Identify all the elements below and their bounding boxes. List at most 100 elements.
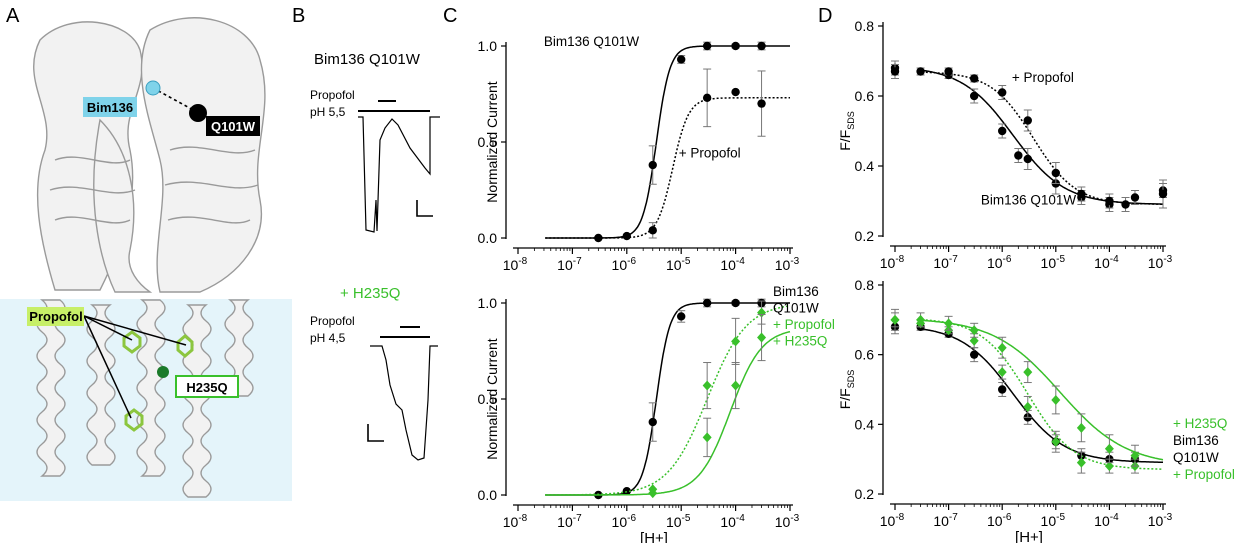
- chart-annotation: Bim136 Q101W: [544, 34, 640, 49]
- x-tick-label: 10-6: [612, 256, 637, 273]
- label-propofol-box: [27, 307, 84, 326]
- panel-b-bottom-condition-1: Propofol: [310, 314, 355, 328]
- y-axis-label: Normalized Current: [484, 338, 500, 459]
- data-point: [677, 55, 686, 64]
- data-point: [997, 342, 1007, 353]
- x-axis-label: [H+]: [1015, 529, 1043, 543]
- data-point: [998, 88, 1007, 97]
- panel-letter-a: A: [6, 5, 20, 27]
- x-axis-label: [H+]: [640, 530, 668, 543]
- top-current-trace: [358, 116, 440, 233]
- data-point: [622, 231, 631, 241]
- y-tick-label: 0.8: [855, 18, 875, 34]
- data-point: [677, 312, 686, 321]
- data-point: [944, 318, 954, 329]
- x-tick-label: 10-5: [666, 513, 691, 530]
- data-point: [997, 367, 1007, 378]
- data-point: [1051, 168, 1061, 178]
- x-tick-label: 10-5: [1041, 254, 1066, 271]
- y-tick-label: 0.2: [855, 228, 875, 244]
- legend-entry: + H235Q: [1173, 416, 1227, 431]
- label-h235q: H235Q: [186, 380, 227, 395]
- data-point: [731, 380, 741, 391]
- x-tick-label: 10-3: [775, 256, 800, 273]
- fit-curve: [921, 319, 1164, 461]
- data-point: [1051, 436, 1061, 447]
- x-tick-label: 10-4: [1094, 512, 1119, 529]
- data-point: [1023, 116, 1032, 125]
- fit-curve: [545, 302, 790, 496]
- x-tick-label: 10-5: [666, 256, 691, 273]
- y-tick-label: 1.0: [478, 295, 498, 311]
- top-scale-bar: [416, 200, 433, 217]
- chart-d-top: 0.2 0.4 0.6 0.8 10-8 10-7 10-6 10-5 10-4 10-3 F/FS…: [837, 18, 1173, 271]
- fit-curve: [921, 318, 1164, 470]
- x-tick-label: 10-3: [1148, 512, 1173, 529]
- legend-entry: Q101W: [1173, 450, 1219, 465]
- data-point: [757, 41, 766, 51]
- data-point: [648, 488, 658, 499]
- y-tick-label: 0.6: [855, 347, 875, 363]
- data-point: [1077, 189, 1086, 199]
- series-1: [890, 312, 1164, 474]
- y-tick-label: 1.0: [478, 38, 498, 54]
- data-point: [648, 226, 657, 235]
- data-point: [1076, 457, 1086, 468]
- series-1: [545, 300, 791, 496]
- x-tick-label: 10-8: [880, 512, 905, 529]
- y-tick-label: 0.6: [855, 88, 875, 104]
- x-tick-label: 10-8: [503, 256, 528, 273]
- panel-b-title-top: Bim136 Q101W: [314, 51, 421, 68]
- y-tick-label: 0.4: [855, 158, 875, 174]
- data-point: [969, 325, 979, 336]
- data-point: [1023, 367, 1033, 378]
- y-tick-label: 0.5: [478, 134, 498, 150]
- data-point: [1121, 200, 1130, 209]
- data-point: [969, 91, 979, 101]
- data-point: [731, 336, 741, 347]
- label-q101w-box: [206, 116, 260, 136]
- x-tick-label: 10-4: [720, 256, 745, 273]
- fit-curve: [921, 69, 1163, 205]
- data-point: [702, 380, 712, 391]
- chart-annotation: + Propofol: [1012, 70, 1074, 85]
- protein-structure-illustration: [33, 17, 266, 498]
- bim136-site-sphere: [145, 80, 161, 96]
- data-point: [1130, 193, 1140, 202]
- series-2: [545, 314, 791, 499]
- data-point: [702, 93, 712, 103]
- data-point: [731, 41, 740, 51]
- fit-curve: [545, 45, 790, 239]
- label-h235q-box: [175, 375, 239, 398]
- y-tick-label: 0.8: [855, 277, 875, 293]
- series-0: [890, 319, 1163, 467]
- x-tick-label: 10-8: [503, 513, 528, 530]
- data-point: [731, 87, 740, 97]
- data-point: [890, 67, 900, 76]
- y-axis-label: F/FSDS: [837, 111, 856, 151]
- panel-b-top-condition-1: Propofol: [310, 88, 355, 102]
- x-tick-label: 10-4: [720, 513, 745, 530]
- q101w-site-sphere: [189, 104, 207, 122]
- panel-b-title-bottom: + H235Q: [340, 285, 400, 302]
- legend-entry: Bim136: [773, 284, 819, 299]
- propofol-molecules: [122, 330, 194, 432]
- panel-letter-d: D: [818, 5, 832, 27]
- panel-b: B Bim136 Q101W Propofol pH 5,5 + H235Q P…: [292, 5, 440, 461]
- legend-entry: Bim136: [1173, 433, 1219, 448]
- data-point: [1104, 443, 1114, 454]
- series-0: [545, 298, 790, 500]
- data-point: [757, 332, 767, 343]
- label-bim136: Bim136: [87, 100, 133, 115]
- legend-entry: + Propofol: [1173, 467, 1234, 482]
- label-propofol: Propofol: [29, 309, 82, 324]
- panel-b-bottom-condition-2: pH 4,5: [310, 331, 346, 345]
- data-point: [1104, 461, 1114, 472]
- fit-curve: [545, 97, 790, 239]
- x-tick-label: 10-5: [1041, 512, 1066, 529]
- y-axis-label: Normalized Current: [484, 81, 500, 202]
- panel-letter-b: B: [292, 5, 305, 27]
- chart-annotation: Bim136 Q101W: [981, 193, 1077, 208]
- bottom-current-trace: [370, 345, 438, 461]
